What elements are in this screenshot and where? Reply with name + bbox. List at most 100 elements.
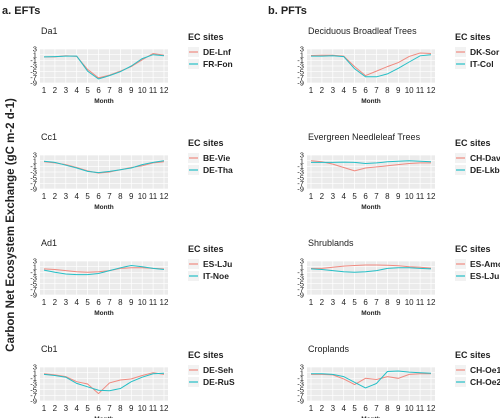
panel-4-title: Evergreen Needleleaf Trees	[308, 132, 421, 142]
panel-7-x-tick-label: 1	[42, 404, 47, 413]
panel-7-x-tick-label: 9	[129, 404, 134, 413]
panel-5-x-tick-label: 3	[64, 298, 69, 307]
panel-8-y-tick-label: -5	[297, 385, 304, 394]
panel-4-series-line-de-lkb	[311, 160, 432, 165]
panel-2-legend-entry: DK-Sor	[470, 47, 500, 57]
panel-7-legend-entry: DE-RuS	[203, 377, 235, 387]
panel-7-y-tick-label: -1	[30, 374, 37, 383]
panel-3-legend-title: EC sites	[188, 138, 224, 148]
panel-5-x-tick-label: 6	[96, 298, 101, 307]
panel-5-series-line-es-lju	[43, 267, 165, 273]
panel-3-x-tick-label: 12	[160, 192, 169, 201]
panel-7-legend-entry: DE-Seh	[203, 365, 233, 375]
panel-1-x-tick-label: 11	[149, 86, 158, 95]
panel-3-x-tick-label: 7	[107, 192, 112, 201]
column-a-title: a. EFTs	[2, 5, 40, 17]
panel-8-x-axis-title: Month	[361, 416, 381, 418]
panel-5-x-tick-label: 2	[53, 298, 58, 307]
panel-2-y-tick-label: 1	[300, 50, 304, 59]
panel-2-x-tick-label: 4	[342, 86, 347, 95]
panel-7-x-tick-label: 4	[75, 404, 80, 413]
panel-7-x-tick-label: 11	[149, 404, 158, 413]
panel-3-x-tick-label: 11	[149, 192, 158, 201]
panel-7-x-tick-label: 7	[107, 404, 112, 413]
panel-3-x-axis-title: Month	[94, 204, 114, 211]
panel-5-y-tick-label: -1	[30, 268, 37, 277]
panel-8-x-tick-label: 6	[363, 404, 368, 413]
panel-6-series-line-es-lju	[310, 267, 432, 273]
panel-7-series-line-de-seh	[43, 372, 165, 395]
panel-5-x-tick-label: 12	[160, 298, 169, 307]
panel-1-legend-entry: FR-Fon	[203, 59, 233, 69]
panel-6-x-axis-title: Month	[361, 310, 381, 317]
panel-2-x-tick-label: 2	[320, 86, 325, 95]
panel-6-x-tick-label: 3	[331, 298, 336, 307]
panel-5-y-tick-label: -9	[30, 291, 37, 300]
panel-8-x-tick-label: 12	[427, 404, 436, 413]
panel-6-x-tick-label: 11	[416, 298, 425, 307]
panel-3-series-line-de-tha	[43, 160, 165, 174]
panel-4-x-tick-label: 10	[405, 192, 414, 201]
panel-1-legend-title: EC sites	[188, 32, 224, 42]
panel-4-x-tick-label: 11	[416, 192, 425, 201]
panel-6-x-tick-label: 12	[427, 298, 436, 307]
panel-6-x-tick-label: 1	[309, 298, 314, 307]
panel-2-x-axis-title: Month	[361, 98, 381, 105]
panel-6-x-tick-label: 8	[385, 298, 390, 307]
panel-8-y-tick-label: 1	[300, 368, 304, 377]
panel-2-x-tick-label: 12	[427, 86, 436, 95]
panel-7-title: Cb1	[41, 344, 58, 354]
panel-3-y-tick-label: 3	[33, 151, 37, 160]
panel-5-x-tick-label: 8	[118, 298, 123, 307]
panel-8-x-tick-label: 8	[385, 404, 390, 413]
panel-5-series-line-it-noe	[43, 264, 165, 276]
panel-4-x-tick-label: 12	[427, 192, 436, 201]
panel-3-y-tick-label: 1	[33, 156, 37, 165]
panel-8-x-tick-label: 2	[320, 404, 325, 413]
panel-8-x-tick-label: 10	[405, 404, 414, 413]
panel-8-x-tick-label: 3	[331, 404, 336, 413]
panel-7-x-tick-label: 5	[85, 404, 90, 413]
panel-4-legend-entry: DE-Lkb	[470, 165, 500, 175]
panel-7-x-tick-label: 8	[118, 404, 123, 413]
panel-6-legend-entry: ES-LJu	[470, 271, 499, 281]
panel-5-title: Ad1	[41, 238, 57, 248]
panel-6-legend-entry: ES-Amo	[470, 259, 500, 269]
panel-3-y-tick-label: -5	[30, 173, 37, 182]
panel-7-x-axis-title: Month	[94, 416, 114, 418]
panel-7-y-tick-label: 3	[33, 363, 37, 372]
panel-2-x-tick-label: 11	[416, 86, 425, 95]
panel-6-y-tick-label: -7	[297, 285, 304, 294]
panel-7-x-tick-label: 3	[64, 404, 69, 413]
panel-7-legend-title: EC sites	[188, 350, 224, 360]
panel-1-x-tick-label: 1	[42, 86, 47, 95]
panel-7-x-tick-label: 2	[53, 404, 58, 413]
panel-1-x-tick-label: 7	[107, 86, 112, 95]
panel-1-y-tick-label: -9	[30, 79, 37, 88]
panel-4-y-tick-label: 3	[300, 151, 304, 160]
panel-8-y-tick-label: -7	[297, 391, 304, 400]
panel-5-y-tick-label: -3	[30, 274, 37, 283]
panel-7-y-tick-label: -5	[30, 385, 37, 394]
panel-6-y-tick-label: -3	[297, 274, 304, 283]
panel-4-x-tick-label: 3	[331, 192, 336, 201]
panel-7-x-tick-label: 10	[138, 404, 147, 413]
panel-1-x-tick-label: 10	[138, 86, 147, 95]
panel-2-series-line-it-col	[311, 54, 432, 78]
panel-8-y-tick-label: -1	[297, 374, 304, 383]
column-b-title: b. PFTs	[268, 5, 307, 17]
panel-2-y-tick-label: -7	[297, 73, 304, 82]
figure-y-axis-label: Carbon Net Ecosystem Exchange (gC m-2 d-…	[5, 98, 17, 352]
panel-1-title: Da1	[41, 26, 58, 36]
panel-1-legend-entry: DE-Lnf	[203, 47, 231, 57]
panel-5-y-tick-label: -7	[30, 285, 37, 294]
panel-2-x-tick-label: 10	[405, 86, 414, 95]
panel-3-y-tick-label: -7	[30, 179, 37, 188]
panel-7-y-tick-label: -7	[30, 391, 37, 400]
panel-8-legend-entry: CH-Oe1	[470, 365, 500, 375]
panel-8-x-tick-label: 9	[396, 404, 401, 413]
panel-8-y-tick-label: 3	[300, 363, 304, 372]
panel-3-x-tick-label: 3	[64, 192, 69, 201]
panel-8-legend-title: EC sites	[455, 350, 491, 360]
panel-1-x-tick-label: 9	[129, 86, 134, 95]
